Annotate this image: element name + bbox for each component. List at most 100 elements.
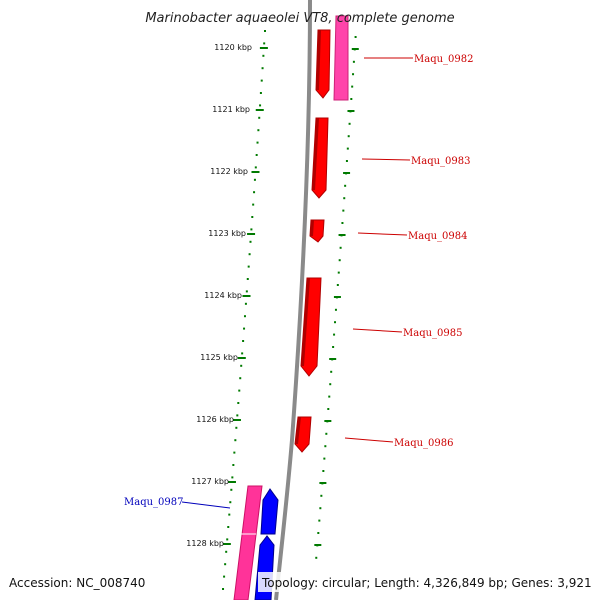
inner-guide-dot [231, 476, 234, 479]
outer-tick [338, 234, 346, 236]
inner-guide-dot [243, 327, 246, 330]
gene-label-maqu-0985[interactable]: Maqu_0985 [403, 328, 463, 339]
gene-label-maqu-0986[interactable]: Maqu_0986 [394, 438, 454, 449]
inner-guide-dot [226, 538, 229, 541]
inner-guide-dot [233, 451, 236, 454]
gene-arrow-maqu-0982[interactable] [315, 29, 331, 99]
kbp-tick [232, 419, 241, 421]
leader-line-maqu-0983 [361, 158, 411, 161]
outer-guide-dot [323, 457, 326, 460]
kbp-tick [255, 109, 264, 111]
outer-guide-dot [343, 197, 346, 200]
gene-label-maqu-0987[interactable]: Maqu_0987 [124, 497, 184, 508]
inner-guide-dot [250, 228, 253, 231]
outer-guide-dot [333, 333, 336, 336]
inner-guide-dot [260, 79, 263, 82]
outer-guide-dot [317, 532, 320, 534]
outer-guide-dot [345, 160, 348, 162]
gene-label-maqu-0984[interactable]: Maqu_0984 [408, 231, 468, 242]
inner-guide-dot [262, 54, 265, 57]
outer-tick [314, 544, 322, 546]
outer-guide-dot [334, 308, 337, 311]
outer-guide-dot [332, 346, 335, 348]
accession-text: Accession: NC_008740 [9, 576, 145, 590]
inner-guide-dot [253, 178, 256, 181]
outer-guide-dot [329, 383, 332, 386]
outer-tick [319, 482, 327, 484]
accession-bg [4, 572, 150, 592]
inner-guide-dot [247, 265, 250, 268]
inner-guide-dot [253, 191, 256, 194]
gene-label-maqu-0982[interactable]: Maqu_0982 [414, 54, 474, 65]
inner-guide-dot [224, 563, 227, 566]
kbp-tick [251, 171, 260, 173]
inner-guide-dot [256, 141, 259, 144]
inner-guide-dot [240, 364, 243, 367]
gene-arrow-maqu-0985[interactable] [300, 277, 322, 377]
inner-guide-dot [255, 154, 258, 156]
outer-guide-dot [324, 445, 327, 448]
outer-guide-dot [342, 209, 345, 212]
kbp-label-1120: 1120 kbp [214, 43, 252, 52]
inner-guide-dot [263, 42, 266, 45]
gene-arrow-maqu-0984[interactable] [309, 219, 325, 243]
outer-tick [333, 296, 341, 298]
outer-guide-dot [350, 98, 353, 100]
inner-guide-dot [244, 302, 247, 305]
kbp-label-1127: 1127 kbp [191, 477, 229, 486]
kbp-label-1123: 1123 kbp [208, 229, 246, 238]
inner-guide-dot [222, 588, 225, 590]
outer-guide-dot [322, 470, 325, 472]
leader-line-maqu-0984 [357, 232, 408, 236]
outer-guide-dot [315, 556, 318, 559]
inner-guide-dot [239, 377, 242, 380]
gene-arrow-maqu-0986[interactable] [294, 416, 312, 453]
kbp-label-1126: 1126 kbp [196, 415, 234, 424]
inner-guide-dot [258, 116, 261, 119]
kbp-label-1125: 1125 kbp [200, 353, 238, 362]
outer-guide-dot [339, 246, 342, 249]
leader-line-maqu-0987 [181, 501, 231, 509]
leader-line-maqu-0986 [344, 437, 394, 443]
kbp-label-1124: 1124 kbp [204, 291, 242, 300]
kbp-tick [237, 357, 246, 359]
outer-tick [347, 110, 355, 112]
kbp-label-1121: 1121 kbp [212, 105, 250, 114]
outer-guide-dot [347, 135, 350, 138]
outer-guide-dot [351, 85, 354, 88]
outer-guide-dot [336, 284, 339, 286]
outer-guide-dot [320, 494, 323, 497]
topology-bg [258, 572, 596, 592]
inner-guide-dot [236, 414, 239, 417]
gene-arrow-maqu-0983[interactable] [311, 117, 329, 199]
outer-guide-dot [318, 519, 321, 522]
kbp-tick [222, 543, 231, 545]
leader-line-maqu-0985 [352, 328, 403, 333]
inner-guide-dot [259, 104, 262, 107]
outer-guide-dot [338, 259, 341, 262]
topology-text: Topology: circular; Length: 4,326,849 bp… [261, 576, 592, 590]
inner-guide-dot [237, 402, 240, 404]
inner-guide-dot [232, 464, 235, 466]
kbp-label-1128: 1128 kbp [186, 539, 224, 548]
gene-label-maqu-0983[interactable]: Maqu_0983 [411, 156, 471, 167]
kbp-tick [247, 233, 256, 235]
inner-guide-dot [261, 67, 264, 70]
rna-feature-bottom [233, 485, 263, 600]
outer-guide-dot [341, 222, 344, 224]
outer-guide-dot [337, 271, 340, 274]
genome-backbone [274, 0, 312, 600]
kbp-tick-marks [222, 47, 268, 545]
inner-guide-dot [248, 253, 251, 256]
outer-guide-dot [344, 184, 347, 187]
inner-guide-dot [257, 129, 260, 132]
inner-guide-dot [242, 340, 245, 342]
kbp-tick [259, 47, 268, 49]
outer-guide-dot [325, 432, 328, 435]
rna-feature-top [333, 15, 349, 101]
inner-guide-dot [243, 315, 246, 318]
inner-guide-dot [225, 550, 228, 553]
outer-guide-dot [346, 147, 349, 150]
inner-guide-dot [246, 278, 249, 280]
inner-guide-dot [252, 203, 255, 206]
